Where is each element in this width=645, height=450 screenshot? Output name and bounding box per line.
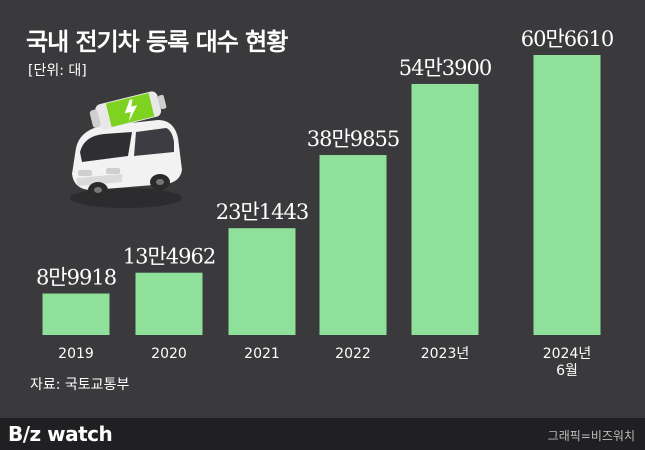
value-label-4: 54만3900 bbox=[399, 56, 492, 80]
graphic-credit: 그래픽=비즈워치 bbox=[547, 429, 635, 443]
category-label-3: 2022 bbox=[335, 346, 371, 362]
value-label-2: 23만1443 bbox=[216, 200, 309, 224]
bar-0 bbox=[42, 293, 110, 335]
category-label-1: 2020 bbox=[151, 346, 187, 362]
category-label-5: 2024년 6월 bbox=[543, 346, 592, 379]
value-label-1: 13만4962 bbox=[123, 245, 216, 269]
bar-2 bbox=[228, 228, 296, 335]
value-label-3: 38만9855 bbox=[307, 127, 400, 151]
bar-4 bbox=[411, 83, 479, 336]
bar-5 bbox=[533, 55, 601, 335]
chart-title: 국내 전기차 등록 대수 현황 bbox=[26, 28, 288, 56]
brand-logo: B/z watch bbox=[8, 422, 113, 446]
bar-1 bbox=[135, 272, 203, 335]
footer-bar: B/z watch 그래픽=비즈워치 bbox=[0, 418, 645, 450]
category-label-0: 2019 bbox=[58, 346, 94, 362]
value-label-5: 60만6610 bbox=[521, 27, 614, 51]
category-label-4: 2023년 bbox=[421, 346, 470, 362]
bar-chart: 8만9918 2019 13만4962 2020 23만1443 2021 38만9855 2… bbox=[36, 27, 614, 379]
unit-label: [단위: 대] bbox=[28, 63, 87, 79]
category-label-2: 2021 bbox=[244, 346, 280, 362]
electric-car-battery-icon bbox=[70, 91, 182, 208]
value-label-0: 8만9918 bbox=[36, 265, 116, 289]
source-note: 자료: 국토교통부 bbox=[30, 377, 130, 393]
bar-3 bbox=[319, 155, 387, 335]
